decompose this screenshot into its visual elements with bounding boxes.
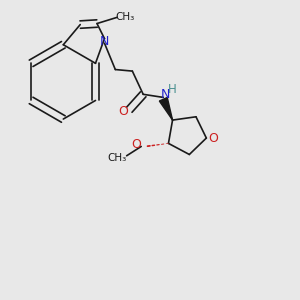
Text: CH₃: CH₃ bbox=[115, 12, 134, 22]
Text: O: O bbox=[132, 138, 142, 152]
Text: N: N bbox=[100, 35, 109, 48]
Text: O: O bbox=[119, 105, 129, 118]
Text: N: N bbox=[161, 88, 170, 101]
Polygon shape bbox=[159, 98, 172, 120]
Text: CH₃: CH₃ bbox=[108, 153, 127, 163]
Text: O: O bbox=[208, 132, 218, 145]
Text: H: H bbox=[168, 83, 177, 96]
